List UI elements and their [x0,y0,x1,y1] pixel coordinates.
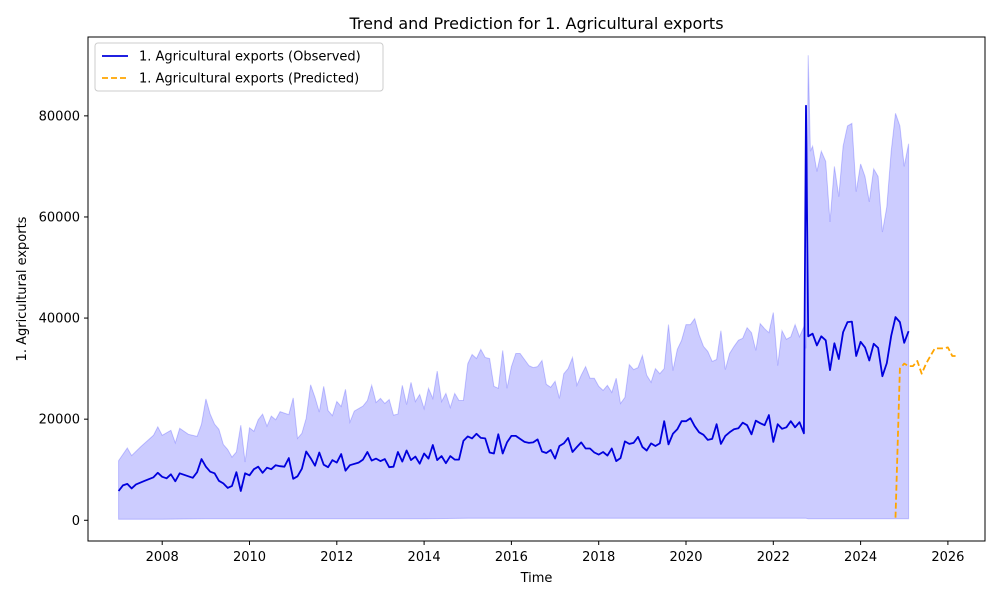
y-axis-label: 1. Agricultural exports [15,216,30,361]
y-tick-label: 80000 [39,109,80,124]
y-tick-label: 0 [72,514,80,529]
legend-box [94,42,384,92]
series-lines [117,104,957,518]
x-tick-label: 2020 [669,550,702,565]
y-axis: 0 20000 40000 60000 80000 [39,109,88,529]
y-tick-label: 40000 [39,312,80,327]
x-tick-label: 2018 [582,550,615,565]
x-tick-label: 2012 [320,550,353,565]
predicted-series-line [894,346,957,518]
legend: 1. Agricultural exports (Observed) 1. Agr… [94,42,384,92]
x-tick-label: 2022 [757,550,790,565]
x-tick-label: 2016 [495,550,528,565]
y-tick-label: 60000 [39,210,80,225]
x-tick-label: 2026 [931,550,964,565]
x-tick-label: 2008 [146,550,179,565]
x-axis: 2008 2010 2012 2014 2016 2018 2020 2022 2024 2026 [146,541,964,565]
legend-label: 1. Agricultural exports (Observed) [139,50,361,65]
x-tick-label: 2010 [233,550,266,565]
confidence-band-area [118,55,910,520]
chart-title: Trend and Prediction for 1. Agricultural… [348,14,723,33]
legend-label: 1. Agricultural exports (Predicted) [139,72,359,87]
x-tick-label: 2024 [844,550,877,565]
plot-frame [87,36,986,542]
y-tick-label: 20000 [39,413,80,428]
confidence-band [118,55,910,520]
x-axis-label: Time [520,571,553,586]
observed-series-line [117,104,910,492]
x-tick-label: 2014 [408,550,441,565]
